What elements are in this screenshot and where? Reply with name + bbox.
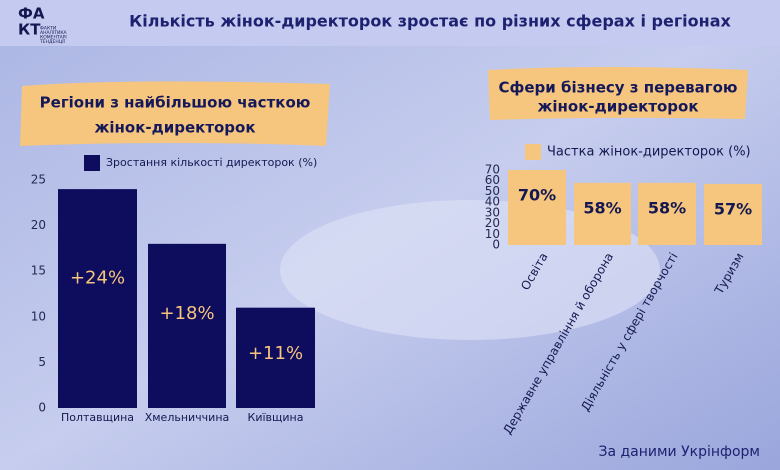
- logo-line: ФАКТИ: [40, 26, 56, 32]
- chart-title: Сфери бізнесу з перевагою: [498, 79, 737, 97]
- x-tick-label: Київщина: [248, 411, 304, 424]
- logo-line: ТЕНДЕНЦІЇ: [39, 38, 66, 45]
- bar: [148, 243, 226, 408]
- legend-label: Частка жінок-директорок (%): [547, 145, 751, 160]
- bar: [704, 183, 762, 245]
- y-tick-label: 10: [31, 309, 46, 323]
- legend-label: Зростання кількості директорок (%): [106, 156, 317, 169]
- y-tick-label: 15: [31, 264, 46, 278]
- legend-swatch: [525, 144, 541, 160]
- legend-swatch: [84, 155, 100, 171]
- y-tick-label: 0: [492, 238, 500, 252]
- y-tick-label: 5: [38, 355, 46, 369]
- chart-title: Регіони з найбільшою часткою: [40, 94, 311, 112]
- bar: [236, 307, 315, 408]
- y-tick-label: 20: [31, 218, 46, 232]
- value-label: +18%: [159, 303, 214, 324]
- y-tick-label: 0: [38, 401, 46, 415]
- chart-title: жінок-директорок: [94, 119, 255, 137]
- x-tick-label: Полтавщина: [61, 411, 134, 424]
- logo-mark: КТ: [18, 21, 41, 39]
- ribbon: [488, 67, 748, 120]
- source: За даними Укрінформ: [598, 444, 760, 460]
- logo-line: АНАЛІТИКА: [40, 30, 68, 36]
- value-label: 57%: [714, 199, 752, 218]
- bar: [638, 182, 696, 245]
- y-tick-label: 30: [485, 205, 500, 219]
- value-label: 70%: [518, 186, 556, 205]
- y-tick-label: 60: [485, 173, 500, 187]
- y-tick-label: 50: [485, 184, 500, 198]
- bar: [574, 182, 631, 245]
- value-label: 58%: [648, 198, 686, 217]
- y-tick-label: 40: [485, 195, 500, 209]
- page-title: Кількість жінок-директорок зростає по рі…: [129, 12, 731, 31]
- value-label: +11%: [248, 343, 303, 364]
- y-tick-label: 20: [485, 216, 500, 230]
- y-tick-label: 10: [485, 227, 500, 241]
- chart-title: жінок-директорок: [537, 98, 698, 116]
- logo-mark: ФА: [18, 5, 45, 23]
- y-tick-label: 25: [31, 173, 46, 187]
- header-band: [0, 0, 780, 46]
- ribbon: [20, 81, 330, 146]
- x-tick-label: Хмельниччина: [145, 411, 230, 424]
- value-label: 58%: [583, 198, 621, 217]
- value-label: +24%: [70, 268, 125, 289]
- y-tick-label: 70: [485, 163, 500, 177]
- bar: [508, 170, 566, 245]
- bar: [58, 189, 137, 408]
- logo-line: КОМЕНТАРІ: [40, 35, 67, 41]
